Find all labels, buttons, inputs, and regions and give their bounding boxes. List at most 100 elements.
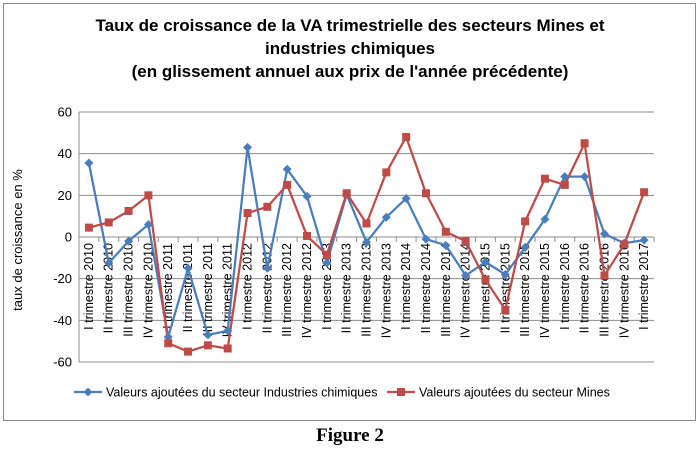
series-1-point bbox=[421, 234, 431, 244]
series-1-point bbox=[381, 212, 391, 222]
series-1-point bbox=[560, 172, 570, 182]
x-tick-label: IV trimestre 2012 bbox=[300, 243, 314, 338]
series-2-point bbox=[580, 139, 589, 148]
series-1-point bbox=[203, 330, 213, 340]
x-tick-label: I trimestre 2012 bbox=[241, 243, 255, 330]
x-tick-label: I trimestre 2013 bbox=[320, 243, 334, 330]
series-1-point bbox=[124, 236, 134, 246]
y-tick-label: 0 bbox=[65, 230, 72, 245]
series-markers bbox=[84, 133, 649, 356]
series-1-point bbox=[243, 142, 253, 152]
x-tick-label: I trimestre 2014 bbox=[399, 243, 413, 330]
y-tick-label: 60 bbox=[58, 105, 72, 120]
series-1-point bbox=[639, 235, 649, 245]
series-2-point bbox=[203, 341, 212, 350]
diamond-marker-icon bbox=[83, 387, 93, 397]
series-2-point bbox=[164, 339, 173, 348]
x-tick-label: IV trimestre 2010 bbox=[141, 243, 155, 338]
series-2-point bbox=[303, 231, 312, 240]
y-tick-label: 20 bbox=[58, 188, 72, 203]
series-2-point bbox=[560, 180, 569, 189]
series-1-point bbox=[262, 263, 272, 273]
x-tick-label: IV trimestre 2011 bbox=[221, 243, 235, 337]
figure-caption: Figure 2 bbox=[316, 425, 384, 446]
chart-frame: Taux de croissance de la VA trimestriell… bbox=[3, 3, 696, 421]
x-tick-label: III trimestre 2014 bbox=[439, 243, 453, 337]
series-1-point bbox=[540, 214, 550, 224]
x-tick-label: II trimestre 2011 bbox=[181, 243, 195, 332]
series-2-point bbox=[421, 189, 430, 198]
x-tick-label: II trimestre 2014 bbox=[419, 243, 433, 333]
x-tick-label: III trimestre 2015 bbox=[518, 243, 532, 337]
series-2-point bbox=[322, 250, 331, 259]
series-1-point bbox=[580, 172, 590, 182]
x-tick-label: I trimestre 2010 bbox=[82, 243, 96, 330]
x-tick-label: I trimestre 2016 bbox=[558, 243, 572, 330]
series-2-point bbox=[283, 180, 292, 189]
y-tick-label: -60 bbox=[53, 355, 72, 370]
x-tick-label: IV trimestre 2015 bbox=[538, 243, 552, 338]
series-2-point bbox=[223, 344, 232, 353]
y-tick-label: 40 bbox=[58, 146, 72, 161]
series-2-point bbox=[640, 188, 649, 197]
series-1-point bbox=[520, 242, 530, 252]
series-2-point bbox=[124, 206, 133, 215]
series-1-point bbox=[302, 191, 312, 201]
series-2-point bbox=[402, 133, 411, 141]
x-tick-label: IV trimestre 2014 bbox=[459, 243, 473, 338]
series-2-point bbox=[104, 218, 113, 227]
x-tick-label: II trimestre 2012 bbox=[260, 243, 274, 333]
series-2-point bbox=[620, 240, 629, 249]
line-chart: Taux de croissance de la VA trimestriell… bbox=[10, 16, 655, 400]
series-2-point bbox=[144, 191, 153, 200]
series-1-point bbox=[104, 258, 114, 268]
x-tick-label: III trimestre 2016 bbox=[597, 243, 611, 337]
x-tick-label: II trimestre 2013 bbox=[340, 243, 354, 333]
series-2-point bbox=[501, 305, 510, 314]
series-2-point bbox=[521, 217, 530, 226]
series-1-point bbox=[480, 257, 490, 267]
x-tick-label: I trimestre 2011 bbox=[161, 243, 175, 329]
series-1-point bbox=[282, 164, 292, 174]
y-tick-label: -20 bbox=[53, 271, 72, 286]
series-1-point bbox=[322, 258, 332, 268]
x-tick-labels: I trimestre 2010 II trimestre 2010 III tri… bbox=[82, 243, 651, 338]
series-1-point bbox=[461, 271, 471, 281]
legend-label-2: Valeurs ajoutées du secteur Mines bbox=[419, 386, 610, 400]
x-tick-label: II trimestre 2010 bbox=[102, 243, 116, 333]
x-tick-label: IV trimestre 2013 bbox=[379, 243, 393, 338]
x-tick-label: I trimestre 2017 bbox=[637, 243, 651, 330]
x-tick-label: II trimestre 2016 bbox=[578, 243, 592, 333]
series-1-point bbox=[183, 263, 193, 273]
series-1-point bbox=[500, 270, 510, 279]
series-2-point bbox=[184, 347, 193, 356]
chart-title-line-1: Taux de croissance de la VA trimestriell… bbox=[96, 16, 605, 35]
series-1-point bbox=[143, 220, 153, 229]
series-2-point bbox=[362, 219, 371, 228]
series-2-point bbox=[441, 227, 450, 236]
x-tick-label: III trimestre 2011 bbox=[201, 243, 215, 336]
series-2-point bbox=[540, 174, 549, 183]
series-2-point bbox=[382, 168, 391, 177]
y-tick-labels: -60 -40 -20 0 20 40 60 bbox=[53, 105, 72, 370]
y-axis-label: taux de croissance en % bbox=[10, 169, 25, 311]
x-tick-label: IV trimestre 2016 bbox=[617, 243, 631, 338]
series-2-point bbox=[461, 237, 470, 246]
x-tick-label: III trimestre 2013 bbox=[360, 243, 374, 337]
series-1-point bbox=[441, 240, 451, 250]
series-1-point bbox=[223, 326, 233, 336]
series-2-point bbox=[600, 271, 609, 280]
series-2-point bbox=[263, 202, 272, 211]
grid-lines bbox=[78, 111, 655, 363]
chart-title: Taux de croissance de la VA trimestriell… bbox=[96, 16, 605, 81]
series-1-point bbox=[401, 193, 411, 203]
series-2-point bbox=[481, 275, 490, 284]
series-2-point bbox=[342, 189, 351, 198]
square-marker-icon bbox=[397, 388, 405, 396]
series-2-point bbox=[84, 223, 93, 232]
series-1-point bbox=[84, 158, 94, 168]
series-1-point bbox=[362, 237, 371, 247]
series-1-point bbox=[599, 229, 609, 239]
chart-title-line-2: industries chimiques bbox=[265, 39, 435, 58]
x-tick-label: III trimestre 2012 bbox=[280, 243, 294, 337]
